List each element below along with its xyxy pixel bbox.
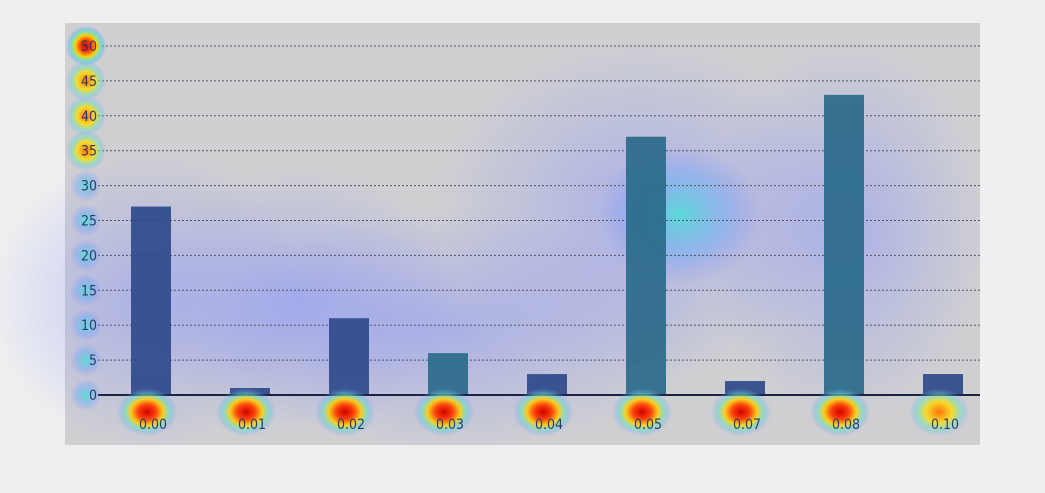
bar xyxy=(329,318,369,395)
x-tick-label: 0.01 xyxy=(238,417,266,433)
haze-blob xyxy=(140,170,460,430)
y-tick-label: 20 xyxy=(81,248,97,264)
x-tick-label: 0.07 xyxy=(733,417,761,433)
bar xyxy=(131,206,171,395)
y-tick-label: 35 xyxy=(81,144,97,160)
heat-spot xyxy=(70,344,102,377)
y-tick-label: 30 xyxy=(81,179,97,195)
x-tick-label: 0.03 xyxy=(436,417,464,433)
y-tick-label: 5 xyxy=(89,353,97,369)
y-tick-label: 25 xyxy=(81,214,97,230)
x-tick-label: 0.00 xyxy=(139,417,167,433)
bar xyxy=(428,353,468,395)
x-tick-label: 0.10 xyxy=(931,417,959,433)
x-tick-label: 0.08 xyxy=(832,417,860,433)
heat-spot xyxy=(70,379,102,411)
bar xyxy=(725,381,765,395)
x-tick-label: 0.02 xyxy=(337,417,365,433)
y-tick-label: 50 xyxy=(81,39,97,55)
y-tick-label: 40 xyxy=(81,109,97,125)
y-tick-label: 45 xyxy=(81,74,97,90)
y-tick-label: 10 xyxy=(81,318,97,334)
bar xyxy=(230,388,270,395)
bar xyxy=(824,94,864,396)
bar xyxy=(527,374,567,395)
tick-labels: 0 5 10 15 20 25 30 35 40 45 50 0.00 0.01 0.02 0.03 0.04… xyxy=(81,39,959,433)
bars xyxy=(131,94,963,396)
bar xyxy=(626,136,666,396)
x-tick-label: 0.05 xyxy=(634,417,662,433)
y-tick-label: 15 xyxy=(81,283,97,299)
y-tick-label: 0 xyxy=(89,388,97,404)
x-tick-label: 0.04 xyxy=(535,417,563,433)
haze-blob xyxy=(600,145,760,285)
bar xyxy=(923,374,963,395)
gridlines xyxy=(98,45,980,361)
